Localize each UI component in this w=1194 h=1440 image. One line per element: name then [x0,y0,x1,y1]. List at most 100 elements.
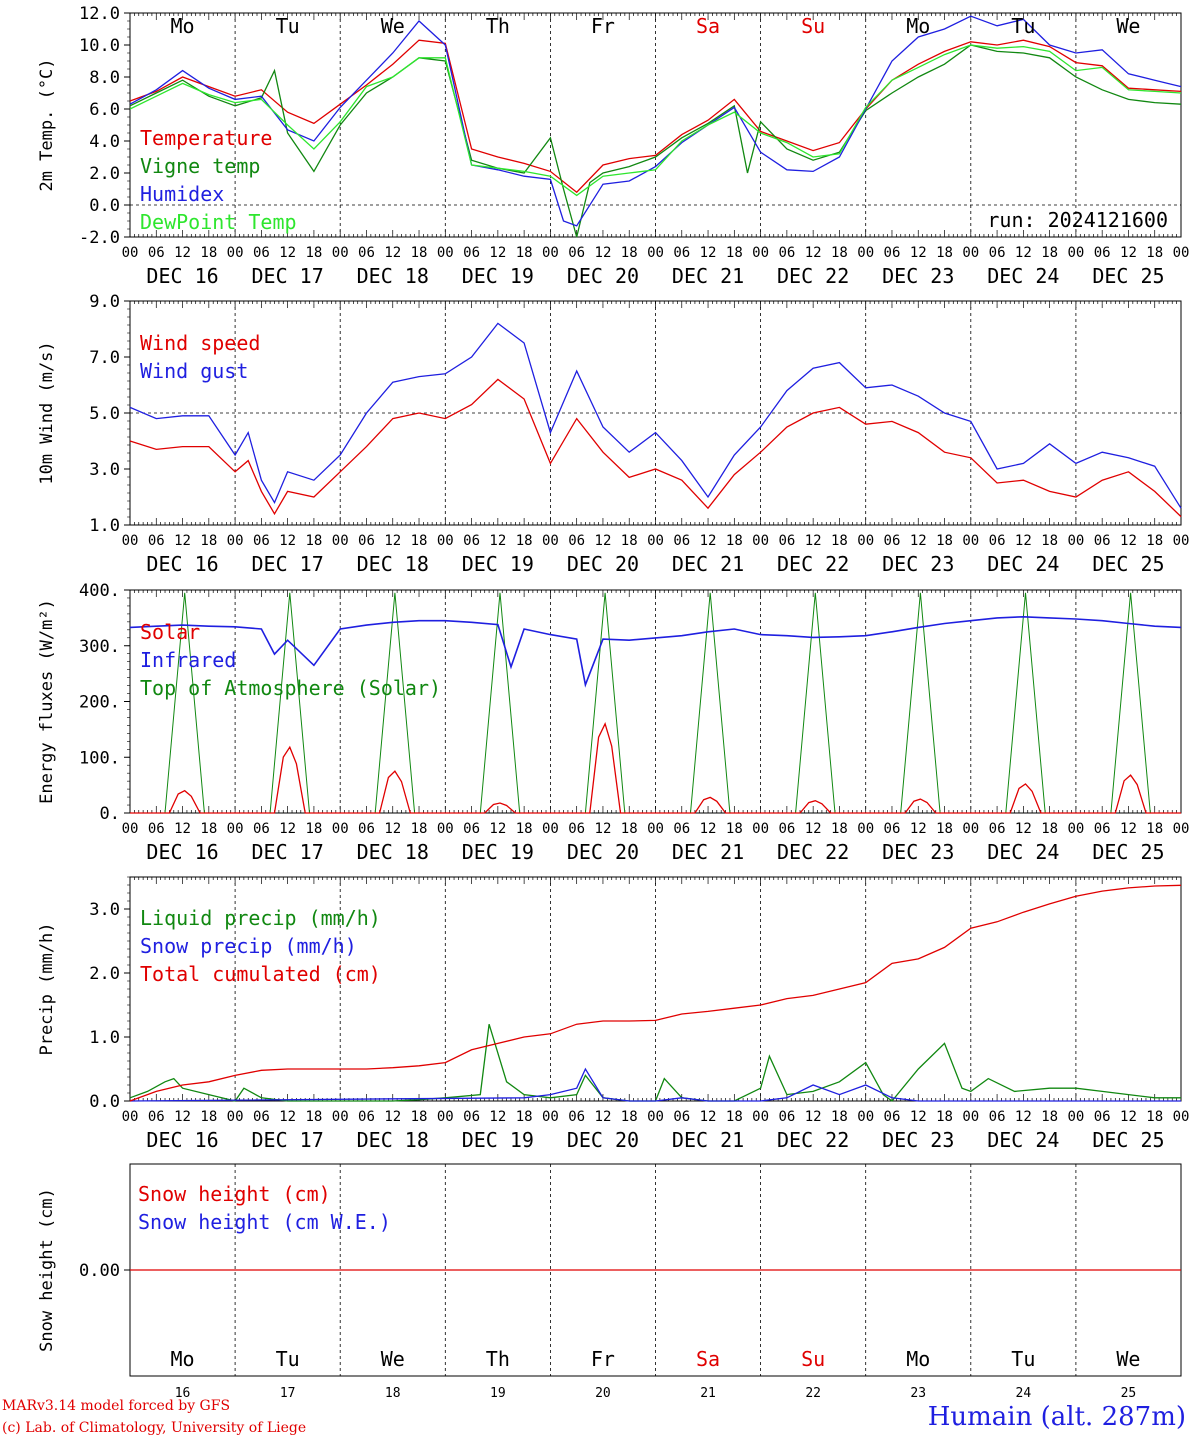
day-number: 19 [490,1386,506,1400]
legend-entry: DewPoint Temp [140,210,297,234]
x-tick-label: 12 [910,245,927,261]
date-label: DEC 19 [462,840,534,864]
day-name: Th [486,14,510,38]
x-tick-label: 12 [805,1109,822,1125]
credit-model: MARv3.14 model forced by GFS [2,1398,231,1414]
x-tick-label: 00 [857,245,874,261]
y-tick-label: 300. [79,637,120,657]
day-name: Th [486,1347,510,1371]
legend-entry: Liquid precip (mm/h) [140,906,381,930]
x-tick-label: 12 [279,1109,296,1125]
x-tick-label: 06 [463,1109,480,1125]
y-tick-label: -2.0 [79,228,120,248]
date-label: DEC 21 [672,840,744,864]
day-name: Fr [591,1347,615,1371]
date-label: DEC 23 [882,840,954,864]
date-label: DEC 23 [882,552,954,576]
y-axis-label: 2m Temp. (°C) [37,58,57,191]
x-tick-label: 00 [1173,533,1190,549]
x-tick-label: 06 [884,245,901,261]
date-label: DEC 18 [357,840,429,864]
y-tick-label: 200. [79,693,120,713]
x-tick-label: 12 [805,533,822,549]
x-tick-label: 00 [542,533,559,549]
x-tick-label: 18 [1146,821,1163,837]
day-name: We [381,14,405,38]
toa-solar-line [970,592,1076,814]
x-tick-label: 06 [148,1109,165,1125]
y-tick-label: 12.0 [79,4,120,24]
x-tick-label: 06 [778,533,795,549]
day-name: Fr [591,14,615,38]
day-number: 18 [385,1386,401,1400]
credit-lab: (c) Lab. of Climatology, University of L… [2,1420,307,1436]
x-tick-label: 00 [1067,245,1084,261]
x-tick-label: 00 [332,533,349,549]
x-tick-label: 06 [568,533,585,549]
x-tick-label: 18 [200,245,217,261]
x-tick-label: 00 [437,821,454,837]
x-tick-label: 18 [621,533,638,549]
x-tick-label: 06 [673,533,690,549]
y-tick-label: 7.0 [89,348,120,368]
y-tick-label: 2.0 [89,164,120,184]
x-tick-label: 12 [595,1109,612,1125]
x-tick-label: 06 [989,533,1006,549]
x-tick-label: 00 [1067,1109,1084,1125]
date-label: DEC 18 [357,264,429,288]
x-tick-label: 18 [936,821,953,837]
legend-entry: Top of Atmosphere (Solar) [140,676,441,700]
x-tick-label: 18 [200,1109,217,1125]
y-tick-label: 2.0 [89,964,120,984]
x-tick-label: 06 [148,821,165,837]
x-tick-label: 18 [411,821,428,837]
day-name: Sa [696,1347,720,1371]
y-tick-label: 100. [79,748,120,768]
dewpoint-temp-line [129,44,1182,197]
x-tick-label: 00 [332,245,349,261]
x-tick-label: 12 [1015,1109,1032,1125]
date-label: DEC 20 [567,840,639,864]
day-number: 21 [700,1386,716,1400]
date-label: DEC 22 [777,1128,849,1152]
wind-speed-line [129,378,1182,518]
humidex-line [129,15,1182,227]
y-tick-label: 3.0 [89,900,120,920]
x-tick-label: 18 [831,1109,848,1125]
date-label: DEC 24 [987,1128,1059,1152]
x-tick-label: 00 [227,821,244,837]
date-label: DEC 22 [777,840,849,864]
day-number: 20 [595,1386,611,1400]
y-tick-label: 1.0 [89,516,120,536]
x-tick-label: 00 [122,1109,139,1125]
day-name: Tu [276,14,300,38]
x-tick-label: 18 [1041,1109,1058,1125]
day-name: Mo [906,14,930,38]
toa-solar-line [865,592,971,814]
day-name: Su [801,1347,825,1371]
date-label: DEC 25 [1092,552,1164,576]
y-axis-label: Energy fluxes (W/m²) [37,599,57,804]
x-tick-label: 18 [411,1109,428,1125]
day-name: Mo [906,1347,930,1371]
legend-entry: Snow precip (mm/h) [140,934,357,958]
date-label: DEC 17 [252,1128,324,1152]
x-tick-label: 18 [516,533,533,549]
x-tick-label: 18 [305,821,322,837]
x-tick-label: 12 [489,821,506,837]
date-label: DEC 20 [567,264,639,288]
x-tick-label: 12 [489,245,506,261]
x-tick-label: 12 [489,1109,506,1125]
date-label: DEC 16 [146,840,218,864]
day-name: Tu [276,1347,300,1371]
x-tick-label: 06 [1094,821,1111,837]
x-tick-label: 12 [174,533,191,549]
y-axis-label: Snow height (cm) [37,1188,57,1352]
legend-entry: Solar [140,620,200,644]
x-tick-label: 18 [621,245,638,261]
x-tick-label: 18 [305,533,322,549]
day-name: Sa [696,14,720,38]
x-tick-label: 06 [673,821,690,837]
run-annotation: run: 2024121600 [987,208,1168,232]
date-label: DEC 21 [672,1128,744,1152]
